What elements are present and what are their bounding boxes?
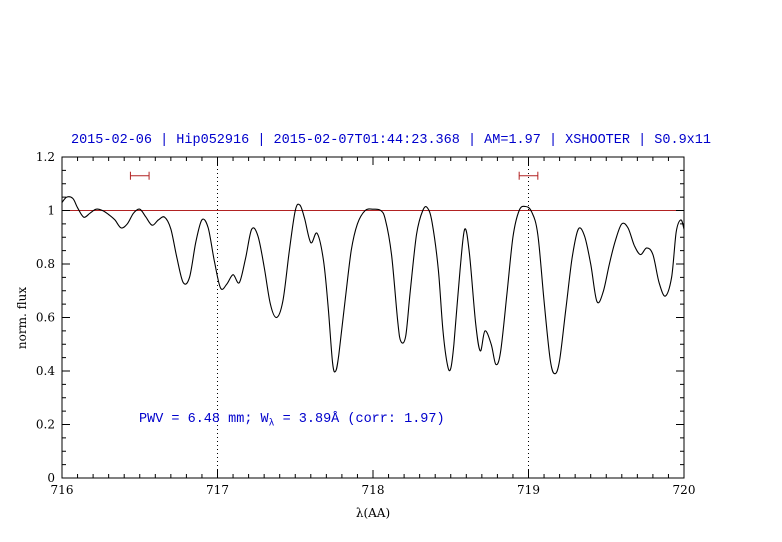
x-tick-label: 719 xyxy=(517,483,540,497)
y-axis-label: norm. flux xyxy=(15,287,29,349)
plot-generated-layer: 716 717 718 719 720 0 0.2 0.4 0.6 0.8 1 1.2 xyxy=(36,150,696,497)
y-tick-label: 0.4 xyxy=(36,364,55,378)
y-tick-label: 1.2 xyxy=(36,150,55,164)
x-tick-label: 718 xyxy=(362,483,385,497)
pwv-annotation-lambda-subscript: λ xyxy=(268,417,275,429)
x-tick-label: 720 xyxy=(673,483,696,497)
plot-title: 2015-02-06 | Hip052916 | 2015-02-07T01:4… xyxy=(70,133,711,148)
x-axis-label: λ(AA) xyxy=(356,506,390,520)
spectrum-line xyxy=(61,196,685,375)
y-tick-label: 0.8 xyxy=(36,257,55,271)
plot-box xyxy=(61,156,685,479)
y-tick-label: 0.2 xyxy=(36,418,55,432)
x-tick-label: 717 xyxy=(206,483,229,497)
y-tick-label: 0.6 xyxy=(36,311,55,325)
pwv-annotation-suffix: = 3.89Å (corr: 1.97) xyxy=(274,412,445,427)
y-tick-label: 1 xyxy=(47,204,55,218)
x-tick-label: 716 xyxy=(51,483,74,497)
pwv-annotation: PWV = 6.48 mm; Wλ = 3.89Å (corr: 1.97) xyxy=(139,412,445,429)
y-tick-label: 0 xyxy=(47,471,55,485)
pwv-annotation-prefix: PWV = 6.48 mm; W xyxy=(139,412,269,427)
